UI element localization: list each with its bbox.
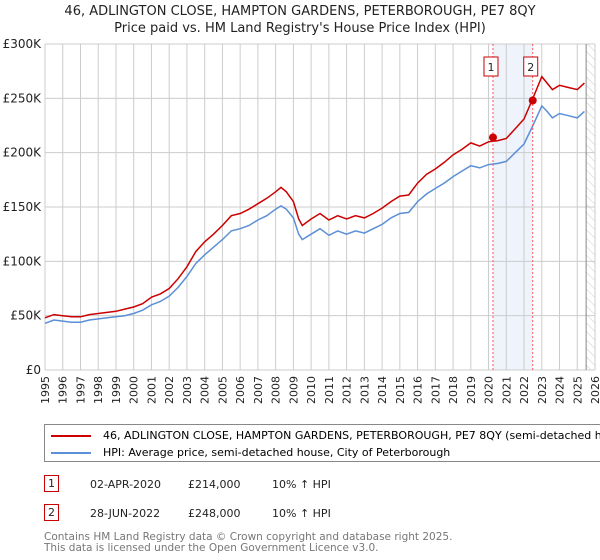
y-tick-label: £50K xyxy=(10,309,42,323)
x-tick-label: 1998 xyxy=(92,376,105,404)
y-tick-label: £300K xyxy=(3,37,43,51)
x-tick-label: 2010 xyxy=(305,376,318,404)
plot-area: 1995 1996 1997 1998 1999 2000 2001 2002 2003 2004… xyxy=(3,37,600,404)
footer-licence: This data is licensed under the Open Gov… xyxy=(44,542,379,554)
chart-title: 46, ADLINGTON CLOSE, HAMPTON GARDENS, PE… xyxy=(64,4,536,19)
hpi-line xyxy=(44,104,585,325)
x-tick-label: 2008 xyxy=(270,376,283,404)
legend-swatch-hpi xyxy=(51,451,91,454)
transaction-marker-box xyxy=(523,56,539,77)
x-tick-label: 2002 xyxy=(163,376,176,404)
x-tick-label: 2022 xyxy=(518,376,531,404)
transaction-price: £248,000 xyxy=(188,507,241,520)
x-tick-label: 2013 xyxy=(358,376,371,404)
x-tick-label: 2026 xyxy=(589,376,600,404)
transaction-hpi: 10% ↑ HPI xyxy=(272,478,331,491)
x-tick-label: 1996 xyxy=(57,376,70,404)
x-tick-label: 2003 xyxy=(181,376,194,404)
property-price-line xyxy=(44,75,585,319)
y-tick-label: £150K xyxy=(3,200,43,214)
x-tick-label: 2025 xyxy=(571,376,584,404)
y-tick-label: £200K xyxy=(3,146,43,160)
x-tick-label: 2016 xyxy=(412,376,425,404)
x-tick-label: 1997 xyxy=(74,376,87,404)
y-tick-label: £250K xyxy=(3,91,43,105)
legend-label-property: 46, ADLINGTON CLOSE, HAMPTON GARDENS, PE… xyxy=(103,429,600,442)
x-tick-label: 1995 xyxy=(39,376,52,404)
transaction-point xyxy=(528,96,537,105)
transaction-marker-label: 1 xyxy=(487,61,494,74)
y-tick-label: £0 xyxy=(26,363,41,377)
x-tick-label: 2005 xyxy=(216,376,229,404)
x-tick-label: 2009 xyxy=(287,376,300,404)
legend-swatch-property xyxy=(51,434,91,437)
x-tick-label: 2006 xyxy=(234,376,247,404)
transaction-marker-box xyxy=(483,56,499,77)
transaction-price: £214,000 xyxy=(188,478,241,491)
chart-subtitle: Price paid vs. HM Land Registry's House … xyxy=(114,21,486,36)
transaction-marker-label: 2 xyxy=(527,61,534,74)
transaction-hpi: 10% ↑ HPI xyxy=(272,507,331,520)
transaction-badge: 2 xyxy=(44,504,59,521)
x-tick-label: 2021 xyxy=(500,376,513,404)
x-tick-label: 2012 xyxy=(341,376,354,404)
transaction-point xyxy=(488,133,497,142)
legend: 46, ADLINGTON CLOSE, HAMPTON GARDENS, PE… xyxy=(44,424,600,462)
x-tick-label: 2017 xyxy=(429,376,442,404)
x-tick-label: 2024 xyxy=(554,376,567,404)
x-tick-label: 2000 xyxy=(128,376,141,404)
x-tick-label: 1999 xyxy=(110,376,123,404)
x-tick-label: 2011 xyxy=(323,376,336,404)
x-tick-label: 2007 xyxy=(252,376,265,404)
footer-copyright: Contains HM Land Registry data © Crown c… xyxy=(44,531,453,543)
x-tick-label: 2023 xyxy=(536,376,549,404)
y-tick-label: £100K xyxy=(3,254,43,268)
transaction-badge: 1 xyxy=(44,475,59,492)
x-tick-label: 2019 xyxy=(465,376,478,404)
x-tick-label: 2014 xyxy=(376,376,389,404)
x-tick-label: 2020 xyxy=(483,376,496,404)
x-tick-label: 2015 xyxy=(394,376,407,404)
x-tick-label: 2004 xyxy=(199,376,212,404)
transaction-date: 02-APR-2020 xyxy=(90,478,162,491)
x-tick-label: 2001 xyxy=(145,376,158,404)
legend-label-hpi: HPI: Average price, semi-detached house,… xyxy=(103,446,451,459)
x-tick-label: 2018 xyxy=(447,376,460,404)
transaction-date: 28-JUN-2022 xyxy=(90,507,161,520)
